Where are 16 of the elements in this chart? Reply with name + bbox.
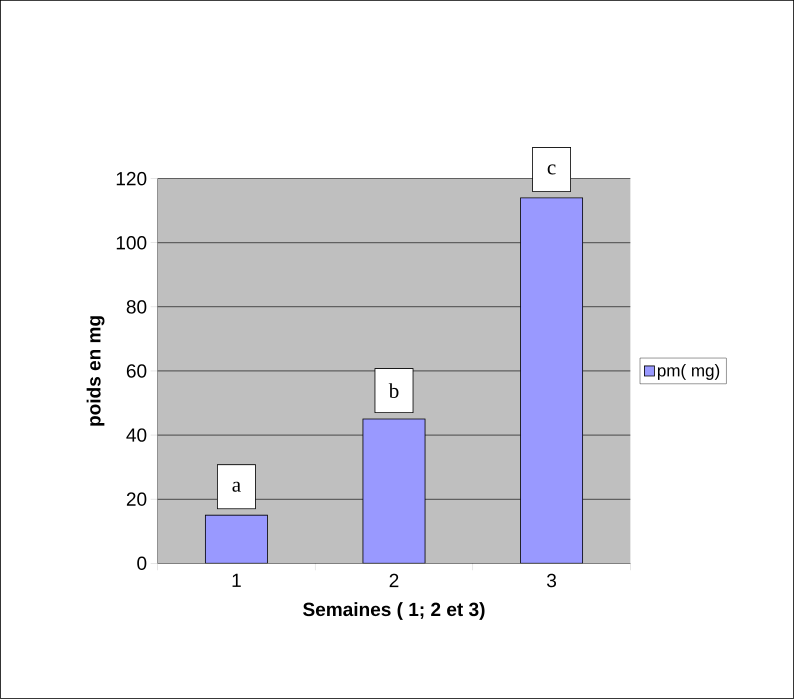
x-tick-label: 1 [232, 574, 241, 587]
y-tick-label: 120 [116, 172, 146, 186]
x-tick-label: 3 [547, 574, 556, 588]
x-axis-title: Semaines ( 1; 2 et 3) [303, 602, 485, 620]
annotation: a [232, 482, 241, 492]
y-tick-label: 20 [126, 492, 146, 506]
y-tick-label: 60 [126, 364, 146, 378]
y-tick-label: 100 [116, 236, 146, 250]
legend-label: pm( mg) [658, 364, 720, 380]
y-axis-title: poids en mg [86, 316, 104, 426]
annotation: b [388, 383, 398, 398]
y-tick-label: 40 [126, 428, 146, 442]
annotation: c [548, 164, 556, 175]
x-tick-label: 2 [390, 574, 398, 588]
y-tick-label: 0 [137, 556, 146, 570]
y-tick-label: 80 [126, 300, 146, 314]
